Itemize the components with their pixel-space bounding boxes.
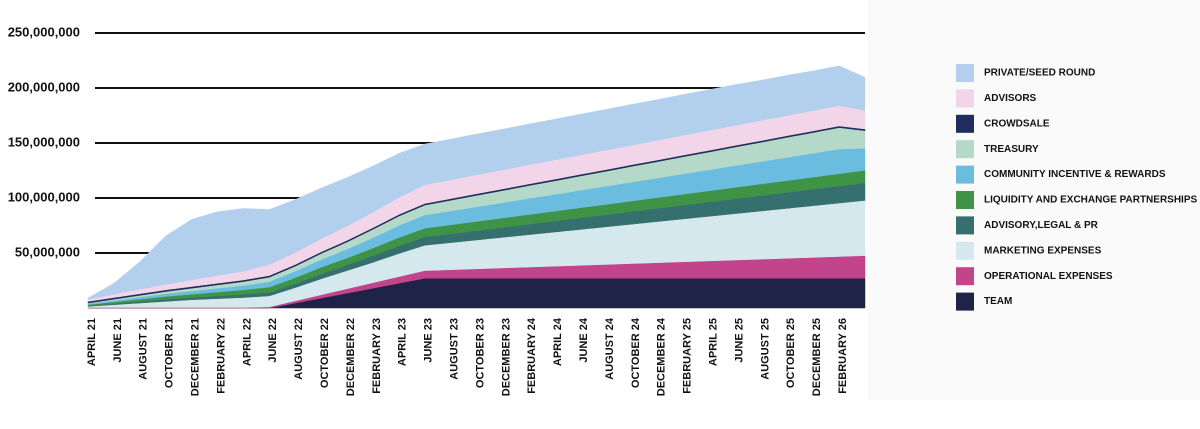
y-tick-label: 150,000,000 (8, 134, 80, 149)
legend-label: LIQUIDITY AND EXCHANGE PARTNERSHIPS (984, 195, 1197, 206)
x-tick-label: JUNE 21 (112, 318, 124, 363)
x-tick-label: OCTOBER 23 (474, 318, 486, 388)
legend: PRIVATE/SEED ROUND ADVISORS CROWDSALE TREAS… (956, 64, 1197, 311)
x-tick-label: JUNE 25 (733, 318, 745, 363)
legend-label: OPERATIONAL EXPENSES (984, 271, 1113, 282)
x-tick-label: DECEMBER 24 (656, 317, 668, 396)
legend-swatch (956, 191, 974, 209)
x-tick-label: APRIL 23 (397, 318, 409, 366)
y-tick-label: 250,000,000 (8, 24, 80, 39)
legend-swatch (956, 165, 974, 184)
area (87, 65, 866, 300)
legend-panel (868, 0, 1200, 400)
legend-label: TREASURY (984, 144, 1039, 155)
axes: 50,000,000 100,000,000 150,000,000 200,000,… (8, 24, 849, 396)
x-tick-label: DECEMBER 22 (345, 318, 357, 396)
x-tick-label: OCTOBER 21 (164, 318, 176, 388)
x-tick-label: APRIL 24 (552, 317, 564, 366)
legend-label: MARKETING EXPENSES (984, 245, 1102, 256)
x-tick-label: FEBRUARY 26 (837, 318, 849, 394)
legend-swatch (956, 241, 974, 260)
legend-swatch (956, 64, 974, 82)
x-tick-label: OCTOBER 24 (630, 317, 642, 388)
x-tick-label: DECEMBER 23 (500, 318, 512, 396)
legend-label: COMMUNITY INCENTIVE & REWARDS (984, 169, 1166, 180)
x-tick-label: AUGUST 22 (293, 318, 305, 380)
x-tick-label: JUNE 24 (578, 317, 590, 363)
x-tick-label: AUGUST 23 (449, 318, 461, 380)
x-tick-label: FEBRUARY 25 (682, 318, 694, 394)
legend-label: ADVISORY,LEGAL & PR (984, 220, 1099, 231)
legend-swatch (956, 140, 974, 159)
legend-label: TEAM (984, 296, 1012, 307)
x-tick-label: JUNE 22 (267, 318, 279, 363)
x-tick-label: APRIL 21 (86, 318, 98, 366)
x-tick-label: APRIL 22 (241, 318, 253, 366)
areas (87, 65, 866, 309)
y-tick-label: 50,000,000 (15, 244, 80, 259)
y-tick-label: 100,000,000 (8, 189, 80, 204)
legend-swatch (956, 267, 974, 286)
x-tick-label: OCTOBER 25 (785, 318, 797, 388)
legend-swatch (956, 292, 974, 311)
legend-swatch (956, 114, 974, 133)
legend-label: CROWDSALE (984, 118, 1050, 129)
x-tick-label: DECEMBER 25 (811, 318, 823, 396)
x-tick-label: JUNE 23 (423, 318, 435, 363)
x-tick-label: FEBRUARY 22 (215, 318, 227, 394)
legend-label: ADVISORS (984, 93, 1037, 104)
legend-label: PRIVATE/SEED ROUND (984, 68, 1095, 79)
x-tick-label: AUGUST 24 (604, 317, 616, 380)
y-tick-label: 200,000,000 (8, 79, 80, 94)
x-tick-label: FEBRUARY 23 (371, 318, 383, 394)
x-tick-label: AUGUST 25 (759, 318, 771, 380)
x-tick-label: DECEMBER 21 (190, 318, 202, 396)
legend-swatch (956, 89, 974, 108)
legend-swatch (956, 216, 974, 235)
x-tick-label: APRIL 25 (708, 318, 720, 366)
x-tick-label: FEBRUARY 24 (526, 317, 538, 394)
x-tick-label: OCTOBER 22 (319, 318, 331, 388)
x-tick-label: AUGUST 21 (138, 318, 150, 380)
